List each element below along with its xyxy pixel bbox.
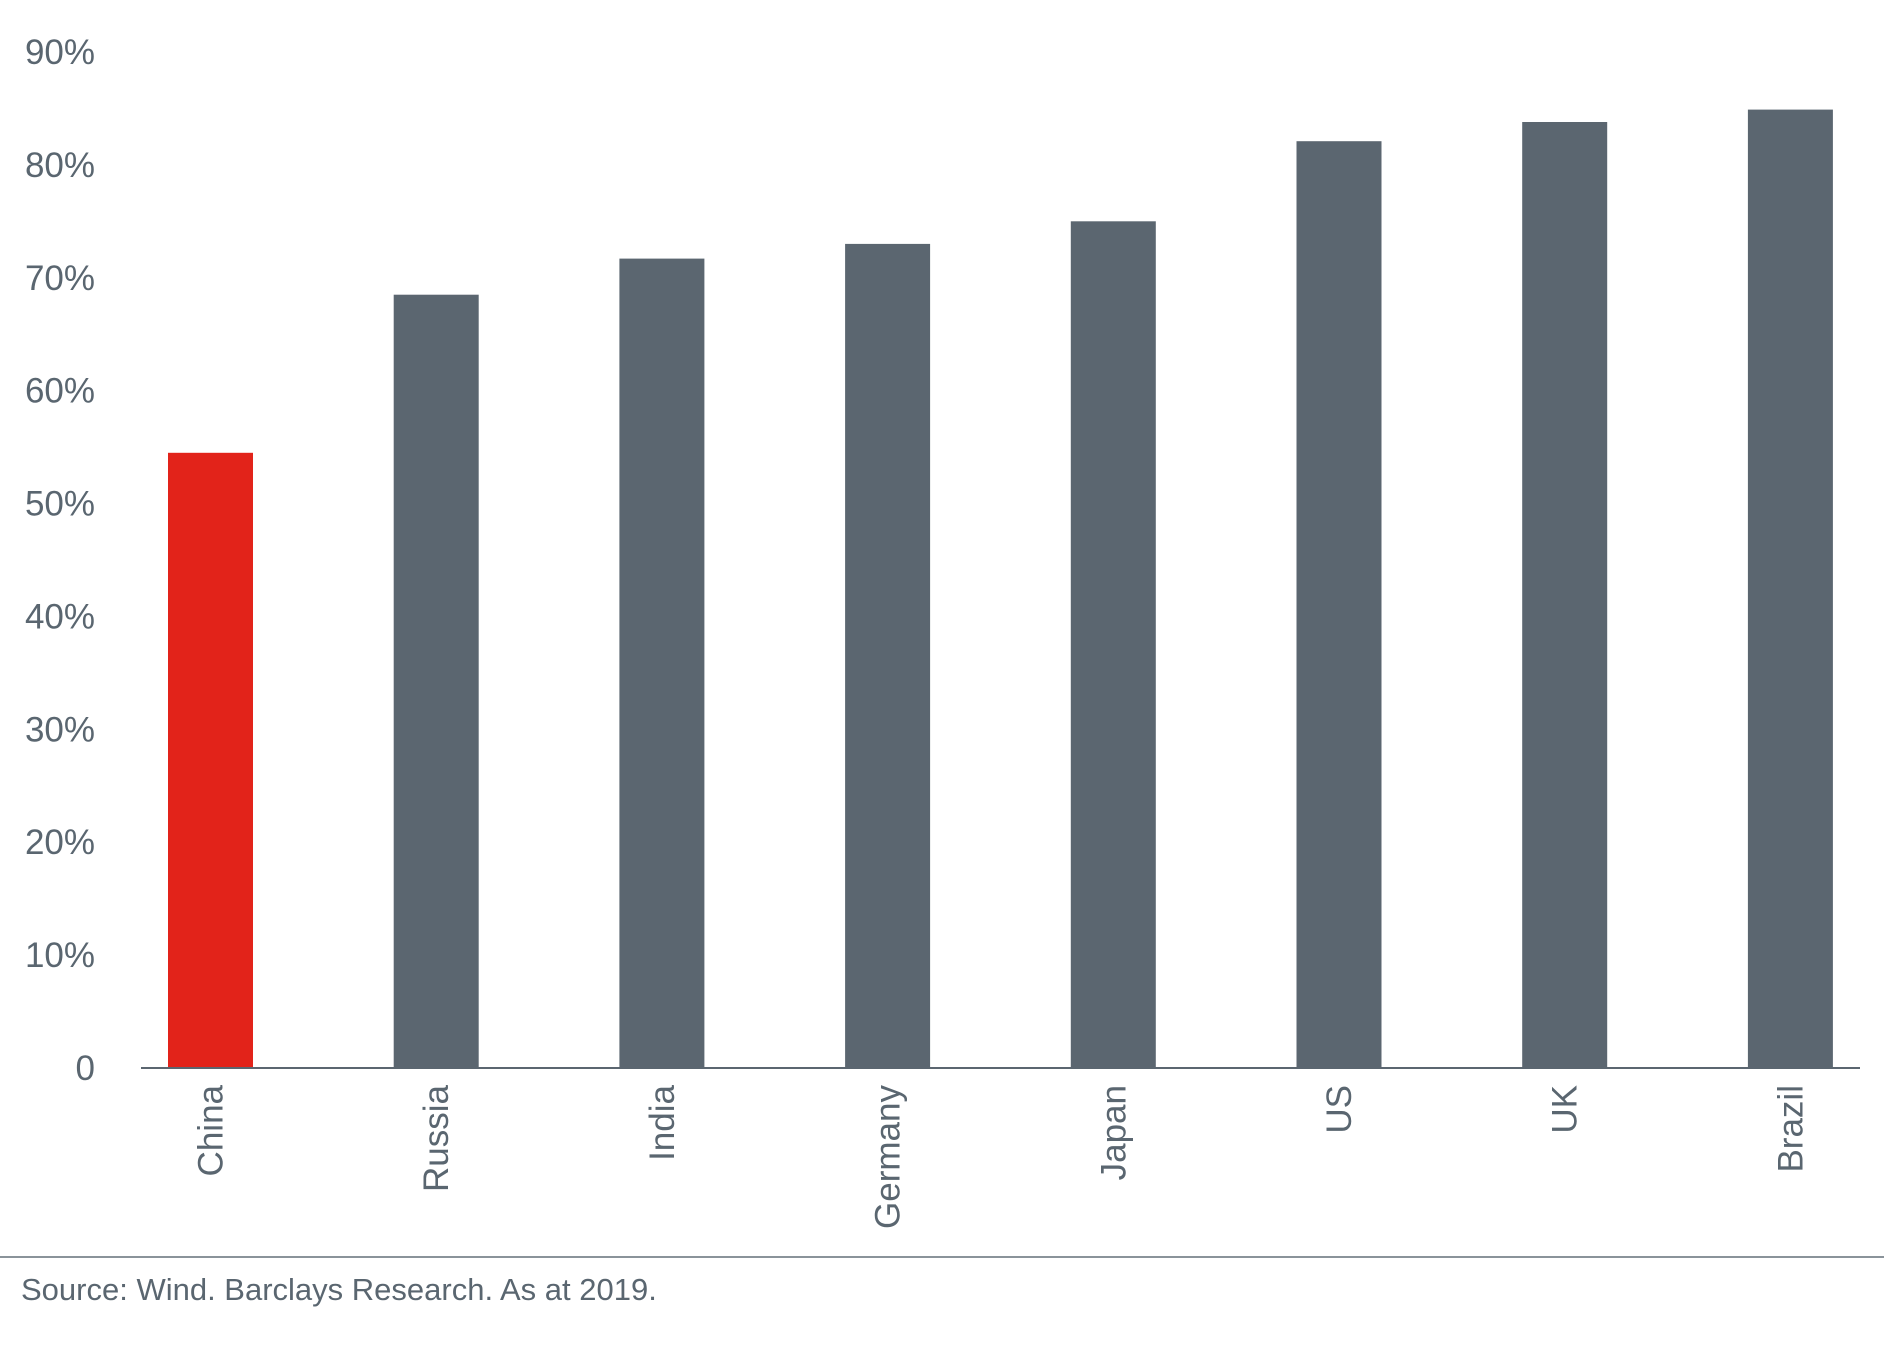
x-category-label: Germany xyxy=(869,1085,908,1229)
bar-us xyxy=(1296,141,1382,1068)
x-category-label: Russia xyxy=(417,1084,456,1192)
y-tick-label: 70% xyxy=(25,259,95,298)
y-tick-label: 40% xyxy=(25,597,95,636)
bar-uk xyxy=(1522,122,1608,1068)
x-category-label: India xyxy=(643,1084,682,1160)
y-tick-label: 0 xyxy=(76,1049,95,1088)
x-category-label: UK xyxy=(1546,1085,1585,1134)
y-tick-label: 80% xyxy=(25,146,95,185)
x-category-label: China xyxy=(192,1084,231,1176)
bar-china xyxy=(168,452,253,1068)
y-tick-label: 20% xyxy=(25,823,95,862)
y-tick-label: 50% xyxy=(25,485,95,524)
y-tick-label: 10% xyxy=(25,936,95,975)
y-tick-label: 30% xyxy=(25,710,95,749)
y-axis-tick-labels: 0 10% 20% 30% 40% 50% 60% 70% 80% 90% xyxy=(25,33,95,1088)
bar-india xyxy=(619,258,705,1069)
bar-germany xyxy=(845,243,931,1068)
source-note: Source: Wind. Barclays Research. As at 2… xyxy=(21,1272,657,1307)
x-axis-category-labels: China Russia India Germany Japan US UK Brazil xyxy=(192,1084,1811,1228)
x-category-label: Brazil xyxy=(1771,1085,1810,1173)
bar-japan xyxy=(1070,221,1156,1069)
bar-russia xyxy=(393,294,479,1068)
x-category-label: US xyxy=(1320,1085,1359,1134)
y-tick-label: 90% xyxy=(25,33,95,72)
x-category-label: Japan xyxy=(1094,1085,1133,1180)
bars-group xyxy=(168,109,1833,1069)
bar-brazil xyxy=(1747,109,1833,1069)
y-tick-label: 60% xyxy=(25,372,95,411)
